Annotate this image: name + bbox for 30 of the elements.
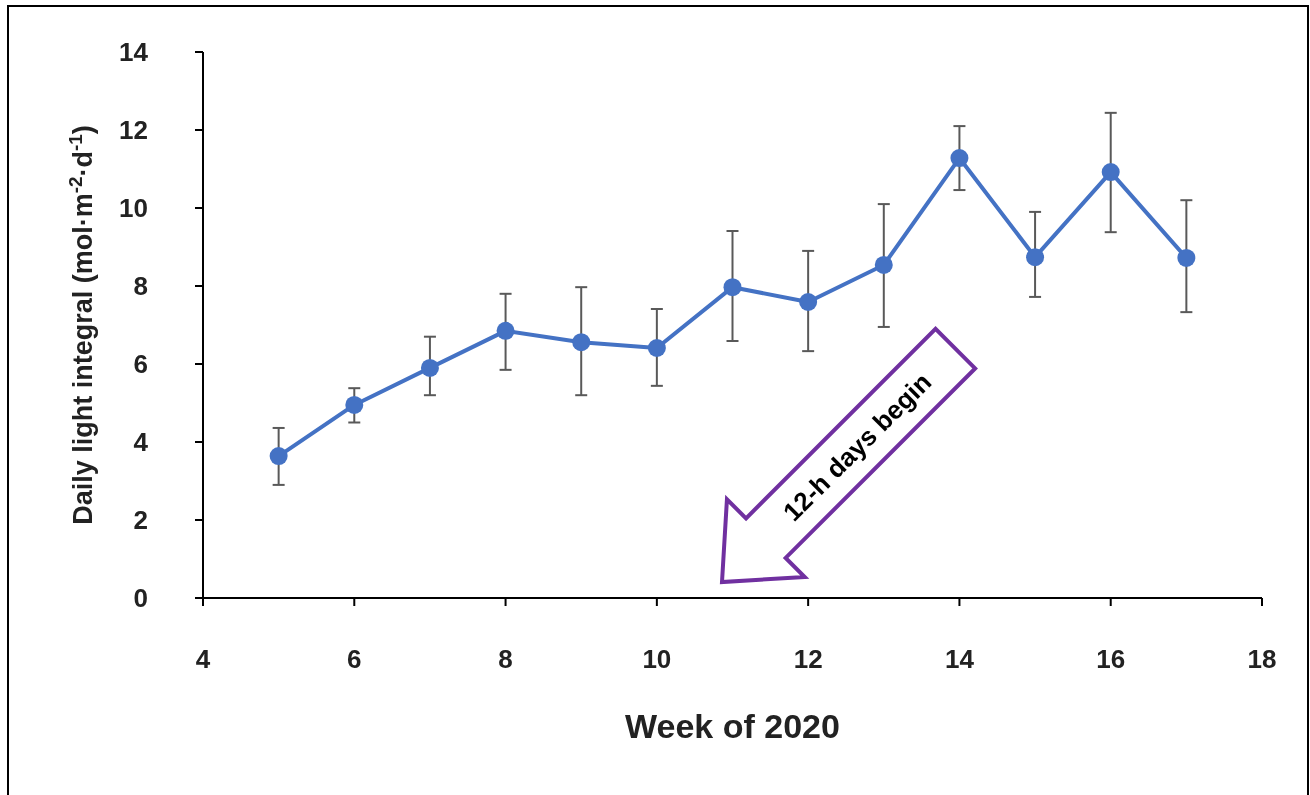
x-tick-label: 6	[347, 644, 362, 674]
point	[420, 358, 439, 377]
y-tick-label: 0	[133, 583, 148, 613]
x-tick-label: 18	[1247, 644, 1277, 674]
point	[799, 292, 818, 311]
y-tick-label: 12	[119, 115, 148, 145]
y-tick-label: 4	[133, 427, 149, 457]
x-axis-title: Week of 2020	[625, 707, 840, 745]
x-tick-label: 10	[642, 644, 672, 674]
point	[647, 339, 666, 358]
point	[345, 395, 364, 414]
x-tick-label: 16	[1096, 644, 1126, 674]
x-tick-label: 12	[793, 644, 823, 674]
y-tick-label: 8	[133, 271, 148, 301]
point	[950, 149, 969, 168]
point	[496, 321, 515, 340]
x-tick-label: 8	[498, 644, 513, 674]
point	[1026, 248, 1045, 267]
x-tick-label: 4	[195, 644, 211, 674]
point	[1177, 248, 1196, 267]
y-tick-label: 6	[133, 349, 148, 379]
y-tick-label: 14	[119, 37, 149, 67]
point	[572, 333, 591, 352]
point	[269, 447, 288, 466]
point	[874, 255, 893, 274]
x-tick-label: 14	[944, 644, 975, 674]
y-tick-label: 2	[133, 505, 148, 535]
point	[723, 278, 742, 297]
y-tick-label: 10	[119, 193, 148, 223]
point	[1101, 163, 1120, 182]
